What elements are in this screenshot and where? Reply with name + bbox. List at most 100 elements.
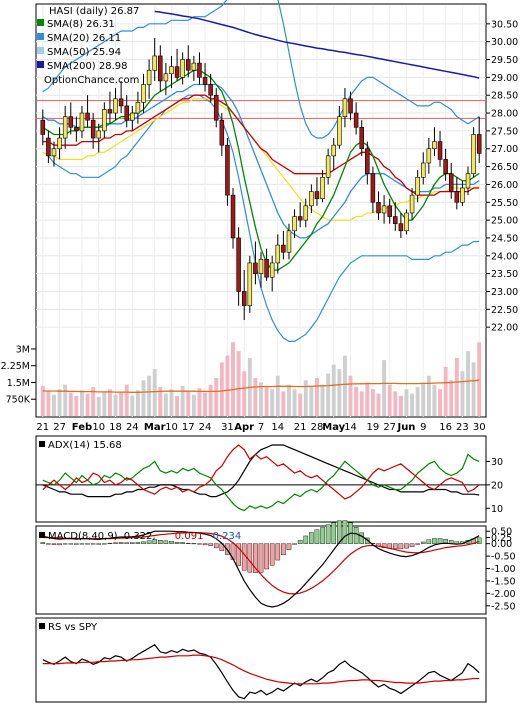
volume-bar — [135, 390, 140, 416]
macd-axis: 0.500.250.00 -0.50-1.00-1.50 -2.00-2.50 — [486, 527, 516, 612]
volume-bar — [292, 389, 297, 416]
date-tick-label: 7 — [258, 422, 264, 433]
macd-tick-label: -0.50 — [491, 552, 516, 563]
date-tick-label: 23 — [456, 422, 469, 433]
candle-body — [258, 259, 264, 274]
macd-histogram-bar — [398, 543, 404, 550]
macd-histogram-bar — [85, 543, 90, 545]
macd-histogram-bar — [247, 543, 253, 573]
macd-histogram-bar — [174, 541, 180, 544]
macd-histogram-bar — [264, 543, 269, 570]
volume-bar — [141, 380, 146, 416]
date-tick-label: 18 — [109, 422, 122, 433]
volume-bar — [80, 390, 84, 416]
macd-histogram-bar — [68, 543, 74, 545]
macd-histogram-and-lines — [40, 520, 482, 608]
macd-histogram-bar — [157, 539, 163, 544]
macd-histogram-bar — [359, 532, 365, 544]
macd-histogram-bar — [286, 543, 292, 550]
volume-bar — [348, 375, 353, 416]
candle-body — [130, 112, 135, 121]
date-tick-label: 21 — [36, 422, 49, 433]
adx-title-marker — [39, 441, 45, 447]
legend-swatch-sma200 — [37, 61, 44, 68]
volume-bar — [382, 360, 387, 416]
candle-body — [275, 244, 281, 264]
candle-body — [213, 94, 219, 121]
macd-histogram-bar — [337, 520, 342, 544]
macd-histogram-bar — [163, 540, 169, 544]
candle-body — [269, 262, 275, 278]
macd-histogram-bar — [392, 543, 398, 550]
legend-sma200: SMA(200) 28.98 — [47, 61, 128, 72]
date-tick-label: 31 — [221, 422, 234, 433]
volume-bar — [376, 393, 381, 416]
macd-histogram-bar — [135, 542, 141, 544]
candle-body — [241, 291, 247, 307]
volume-bar — [398, 395, 403, 416]
volume-bar — [113, 394, 118, 416]
macd-tick-label: 0.50 — [491, 527, 512, 538]
candle-body — [353, 112, 359, 128]
rs-title-marker — [39, 623, 45, 629]
candle-body — [370, 173, 376, 203]
macd-histogram-bar — [353, 527, 359, 544]
macd-tick-label: 0.25 — [491, 533, 512, 544]
volume-bar — [404, 389, 409, 416]
candle-body — [342, 98, 348, 117]
macd-histogram-bar — [185, 542, 191, 544]
adx-line — [42, 444, 480, 498]
candle-body — [197, 62, 202, 78]
date-tick-label: 27 — [53, 422, 66, 433]
candle-body — [398, 223, 404, 232]
candle-body — [57, 137, 62, 150]
candle-body — [376, 201, 381, 214]
bollinger-upper-line — [42, 0, 480, 139]
candle-body — [191, 62, 197, 71]
candle-body — [152, 55, 157, 71]
macd-histogram-bar — [320, 527, 325, 544]
price-tick-label: 23.50 — [491, 269, 518, 280]
candle-body — [292, 216, 297, 232]
volume-bar — [426, 375, 431, 416]
macd-histogram-bar — [208, 543, 213, 546]
macd-tick-label: 0.00 — [491, 539, 512, 550]
macd-value-sep: , — [152, 531, 155, 542]
volume-bar — [275, 375, 280, 416]
macd-histogram-bar — [420, 541, 426, 544]
price-candles — [40, 38, 482, 321]
candle-body — [393, 216, 398, 224]
date-tick-label: 17 — [182, 422, 195, 433]
macd-histogram-bar — [74, 543, 79, 545]
volume-bar — [320, 384, 325, 416]
date-tick-label: 24 — [126, 422, 139, 433]
volume-bar — [421, 382, 426, 416]
price-tick-label: 24.50 — [491, 233, 518, 244]
volume-bar — [46, 391, 51, 416]
volume-tick-label: 3M — [16, 344, 30, 355]
date-tick-label: 10 — [165, 422, 178, 433]
date-tick-label: Apr — [234, 422, 254, 433]
candle-body — [465, 173, 471, 189]
adx-title: ADX(14) 15.68 — [48, 440, 122, 451]
volume-bar — [163, 393, 168, 416]
macd-histogram-bar — [432, 538, 437, 544]
volume-bar — [236, 351, 241, 416]
volume-tick-label: 750K — [6, 395, 31, 406]
price-tick-label: 23.00 — [491, 287, 518, 298]
volume-bar — [191, 394, 196, 416]
sma-red-line — [42, 94, 480, 196]
macd-histogram-bar — [309, 532, 314, 544]
volume-bar — [40, 385, 45, 416]
candle-body — [169, 66, 174, 75]
candle-body — [365, 148, 370, 175]
macd-title: MACD(8,40,9) 0.322, 0.091 0.234 — [48, 531, 241, 542]
legend-sma8: SMA(8) 26.31 — [47, 19, 115, 30]
adx-axis: 10 20 30 — [486, 457, 503, 515]
date-tick-label: 30 — [473, 422, 486, 433]
volume-bar — [68, 392, 73, 416]
volume-bar — [52, 394, 56, 416]
volume-bar — [259, 382, 263, 416]
candle-body — [186, 59, 191, 71]
macd-histogram-bar — [426, 539, 432, 544]
